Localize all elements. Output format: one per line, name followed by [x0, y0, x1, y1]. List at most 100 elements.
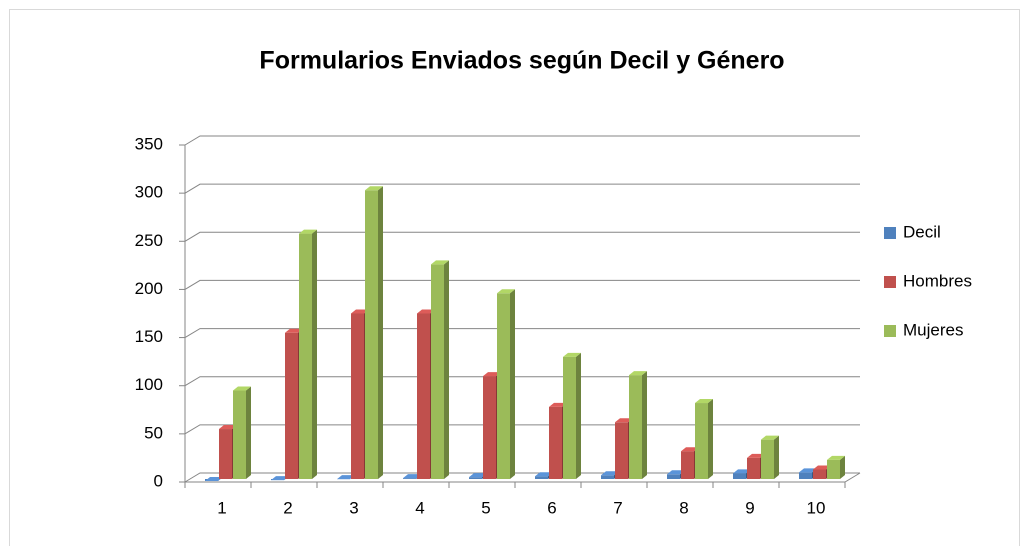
y-tick-label: 350: [135, 134, 163, 153]
y-tick-label: 0: [154, 471, 163, 490]
bar-front: [483, 376, 496, 479]
bar: [233, 386, 251, 479]
bar-front: [431, 264, 444, 479]
bar: [629, 371, 647, 479]
x-tick-label: 1: [217, 498, 226, 517]
bar-top: [497, 289, 515, 294]
bar-front: [351, 313, 364, 479]
bar: [827, 455, 845, 479]
bar: [365, 186, 383, 480]
bar: [299, 229, 317, 479]
bar-front: [629, 375, 642, 479]
bar-front: [365, 190, 378, 480]
y-tick-label: 100: [135, 375, 163, 394]
x-tick-label: 4: [415, 498, 424, 517]
bar-front: [233, 390, 246, 479]
bar-top: [799, 468, 817, 473]
grid-line: [184, 231, 860, 242]
bar-top: [365, 186, 383, 191]
y-tick-label: 200: [135, 279, 163, 298]
bar-top: [813, 465, 831, 470]
bar: [695, 399, 713, 479]
legend-swatch: [884, 276, 896, 288]
bar-front: [813, 469, 826, 479]
bar-front: [417, 313, 430, 479]
bar-front: [535, 476, 548, 479]
bar-front: [733, 473, 746, 479]
bar-top: [219, 425, 237, 430]
bar-side: [510, 289, 515, 479]
legend-swatch: [884, 227, 896, 239]
y-tick-label: 300: [135, 183, 163, 202]
bar-top: [417, 309, 435, 314]
x-tick-label: 8: [679, 498, 688, 517]
x-tick-label: 10: [807, 498, 826, 517]
bar-top: [681, 447, 699, 452]
bar-top: [403, 474, 421, 479]
bar-top: [563, 352, 581, 357]
bar-front: [549, 406, 562, 479]
bar-top: [469, 473, 487, 478]
x-tick-label: 9: [745, 498, 754, 517]
y-tick-label: 250: [135, 231, 163, 250]
bar-side: [774, 435, 779, 479]
bar-top: [431, 260, 449, 265]
grid-line: [184, 279, 860, 290]
bar-side: [246, 386, 251, 479]
y-tick-label: 150: [135, 327, 163, 346]
bar-front: [681, 451, 694, 479]
bar-side: [444, 260, 449, 479]
bar-top: [615, 418, 633, 423]
bar-top: [733, 469, 751, 474]
bar: [761, 435, 779, 479]
bar-front: [601, 475, 614, 479]
bar-top: [351, 309, 369, 314]
bar-side: [576, 352, 581, 479]
grid-line: [184, 328, 860, 339]
legend-label: Mujeres: [903, 320, 963, 339]
bar-side: [708, 399, 713, 479]
bar-side: [840, 455, 845, 479]
bar: [497, 289, 515, 479]
bar-top: [601, 471, 619, 476]
bar-top: [483, 372, 501, 377]
bar-top: [629, 371, 647, 376]
bar-top: [233, 386, 251, 391]
grid-line: [184, 135, 860, 146]
bar-top: [299, 229, 317, 234]
bar-front: [799, 472, 812, 479]
x-tick-label: 2: [283, 498, 292, 517]
grid-line: [184, 183, 860, 194]
bar-top: [285, 328, 303, 333]
bar-front: [403, 478, 416, 479]
bar-front: [219, 429, 232, 479]
bar-front: [761, 439, 774, 479]
bar: [563, 352, 581, 479]
bar-front: [497, 293, 510, 479]
bar-top: [761, 435, 779, 440]
y-tick-label: 50: [144, 423, 163, 442]
bar-top: [695, 399, 713, 404]
x-tick-label: 5: [481, 498, 490, 517]
bar-top: [667, 470, 685, 475]
bar-side: [642, 371, 647, 479]
bar-front: [563, 356, 576, 479]
bar-top: [549, 402, 567, 407]
legend-swatch: [884, 325, 896, 337]
bar-top: [535, 472, 553, 477]
bar-front: [469, 477, 482, 479]
bar-top: [747, 453, 765, 458]
bar-front: [285, 332, 298, 479]
bar: [431, 260, 449, 479]
bar-front: [299, 233, 312, 479]
bar-top: [271, 476, 289, 481]
bar-top: [205, 477, 223, 482]
bar-front: [667, 474, 680, 479]
x-tick-label: 3: [349, 498, 358, 517]
chart-title: Formularios Enviados según Decil y Géner…: [259, 47, 784, 75]
bar-top: [337, 475, 355, 480]
legend-label: Hombres: [903, 271, 972, 290]
bar-side: [378, 186, 383, 480]
bar-front: [695, 403, 708, 479]
